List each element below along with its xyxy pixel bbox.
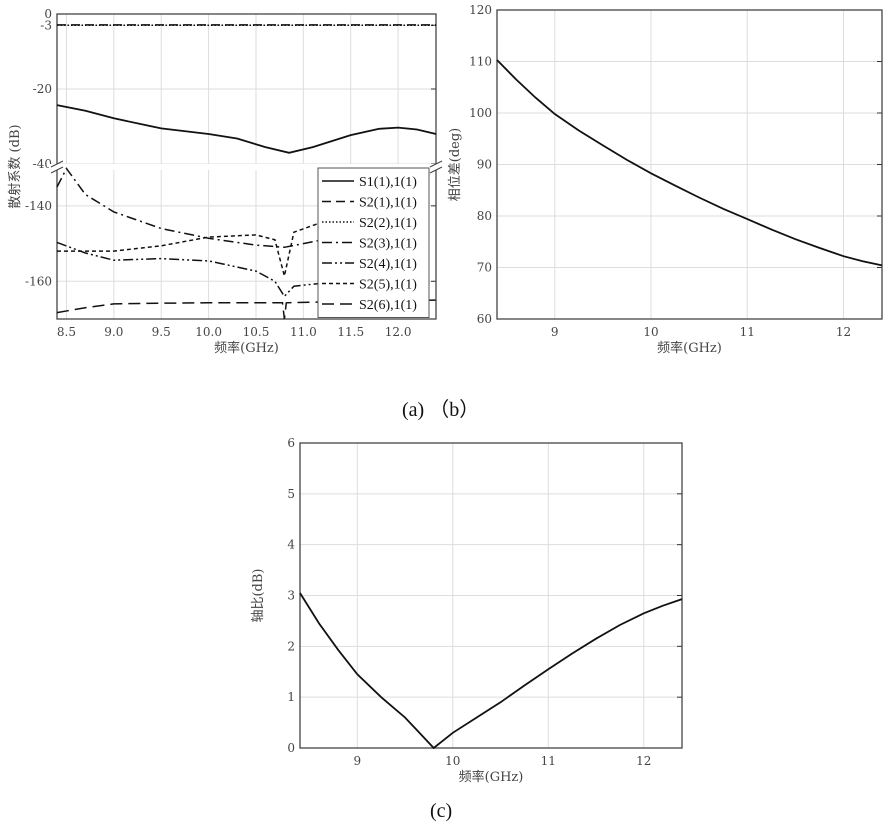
caption-ab: (a) （b） bbox=[402, 399, 480, 421]
y-tick-label: 2 bbox=[287, 639, 295, 653]
x-tick-label: 11 bbox=[541, 754, 556, 768]
y-tick-label: -140 bbox=[25, 199, 52, 213]
axis-break-mark bbox=[50, 160, 64, 168]
y-tick-label: 120 bbox=[469, 3, 492, 17]
axis-break-mark bbox=[429, 166, 443, 174]
y-axis-label: 轴比(dB) bbox=[251, 568, 266, 622]
y-tick-label: 80 bbox=[477, 209, 492, 223]
y-tick-label: 110 bbox=[469, 55, 492, 69]
legend: S1(1),1(1) S2(1),1(1) S2(2),1(1) S2(3),1(1)… bbox=[317, 167, 430, 318]
y-axis-label: 相位差(deg) bbox=[448, 128, 463, 201]
y-tick-label: -20 bbox=[33, 82, 52, 96]
chart-a: 8.5 9.0 9.5 10.0 10.5 11.0 11.5 12.0 0-3 -20 -40 -1… bbox=[7, 7, 444, 356]
x-tick-label: 11.0 bbox=[290, 325, 317, 339]
x-tick-label: 9.0 bbox=[104, 325, 123, 339]
y-tick-label: 60 bbox=[477, 312, 492, 326]
x-tick-label: 11 bbox=[740, 325, 755, 339]
legend-label: S1(1),1(1) bbox=[359, 175, 417, 190]
x-tick-label: 12 bbox=[636, 754, 651, 768]
y-tick-label: 6 bbox=[287, 436, 295, 450]
plot-frame bbox=[496, 9, 883, 320]
y-tick-label: 5 bbox=[287, 487, 295, 501]
x-tick-label: 10.5 bbox=[243, 325, 270, 339]
series-line-1 bbox=[299, 592, 683, 750]
x-tick-label: 8.5 bbox=[57, 325, 76, 339]
series-line-4 bbox=[56, 167, 351, 249]
x-tick-label: 10 bbox=[445, 754, 460, 768]
axis-break-gap bbox=[49, 164, 444, 170]
y-tick-label: 0 bbox=[287, 741, 295, 755]
y-tick-label: -160 bbox=[25, 274, 52, 288]
y-tick-label: 100 bbox=[469, 106, 492, 120]
chart-b: 9 10 11 12 60 70 80 90 100 110 120 频率(GHz) 相位差(deg) bbox=[448, 3, 883, 356]
x-tick-label: 10.0 bbox=[195, 325, 222, 339]
series-line-7 bbox=[56, 299, 437, 320]
y-tick-label: 3 bbox=[287, 589, 295, 603]
y-tick-label: 1 bbox=[287, 690, 295, 704]
legend-label: S2(5),1(1) bbox=[359, 278, 417, 293]
series-line-6 bbox=[57, 212, 351, 277]
x-tick-label: 12 bbox=[836, 325, 851, 339]
x-axis-label: 频率(GHz) bbox=[214, 340, 279, 356]
y-tick-label: -3 bbox=[40, 18, 52, 32]
plot-frame bbox=[299, 442, 683, 749]
caption-c: (c) bbox=[430, 800, 453, 822]
series-line-1 bbox=[56, 104, 437, 154]
x-axis-label: 频率(GHz) bbox=[459, 769, 524, 785]
legend-label: S2(3),1(1) bbox=[359, 237, 417, 252]
x-tick-label: 9 bbox=[551, 325, 559, 339]
y-tick-label: 70 bbox=[477, 261, 492, 275]
y-tick-label: 4 bbox=[287, 538, 295, 552]
series-line-5 bbox=[56, 241, 351, 298]
x-tick-label: 9.5 bbox=[152, 325, 171, 339]
x-tick-label: 11.5 bbox=[337, 325, 364, 339]
legend-label: S2(1),1(1) bbox=[359, 196, 417, 211]
x-tick-label: 12.0 bbox=[385, 325, 412, 339]
x-tick-label: 10 bbox=[643, 325, 658, 339]
y-axis-label: 散射系数 (dB) bbox=[7, 124, 23, 208]
legend-label: S2(6),1(1) bbox=[359, 298, 417, 313]
x-axis-label: 频率(GHz) bbox=[657, 340, 722, 356]
axis-break-mark bbox=[50, 166, 64, 174]
x-tick-label: 9 bbox=[353, 754, 361, 768]
axis-break-mark bbox=[429, 160, 443, 168]
y-tick-label: -40 bbox=[33, 157, 52, 171]
y-tick-label: 0 bbox=[44, 7, 52, 21]
legend-label: S2(4),1(1) bbox=[359, 257, 417, 272]
series-line-1 bbox=[496, 59, 883, 267]
y-tick-label: 90 bbox=[477, 158, 492, 172]
legend-label: S2(2),1(1) bbox=[359, 216, 417, 231]
